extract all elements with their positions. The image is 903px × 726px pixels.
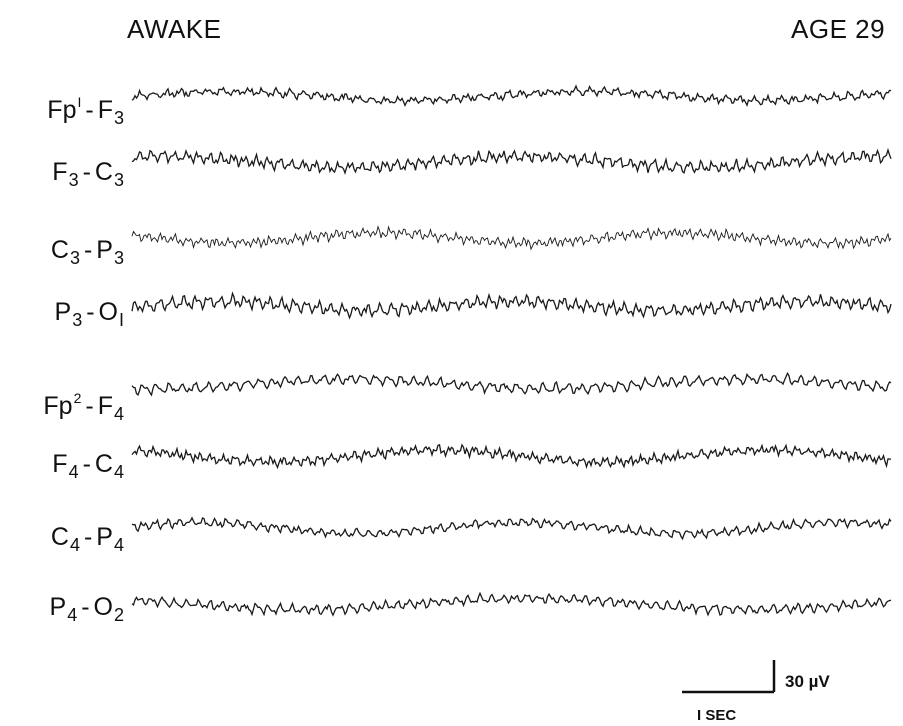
trace-c4-p4 — [131, 516, 892, 541]
channel-label-f4-c4: F4- C4 — [52, 450, 124, 482]
time-calibration-label: I SEC — [697, 707, 737, 724]
amplitude-calibration-label: 30 µV — [785, 672, 830, 691]
trace-p4-o2 — [131, 591, 892, 617]
trace-c3-p3 — [131, 225, 892, 251]
channel-label-fp2-f4: Fp2- F4 — [43, 390, 124, 424]
channel-label-p3-o1: P3- OI — [54, 298, 125, 330]
patient-age-label: AGE 29 — [791, 14, 886, 44]
trace-fp2-f4 — [131, 371, 892, 397]
trace-f4-c4 — [131, 443, 892, 470]
trace-p3-o1 — [131, 291, 892, 320]
trace-f3-c3 — [131, 147, 892, 175]
channel-label-f3-c3: F3- C3 — [52, 158, 124, 190]
recording-state-label: AWAKE — [127, 14, 222, 44]
channel-label-fp1-f3: FpI - F3 — [47, 94, 124, 128]
channel-label-c3-p3: C3- P3 — [50, 236, 124, 268]
channel-label-c4-p4: C4- P4 — [50, 523, 124, 555]
channel-label-p4-o2: P4- O2 — [49, 593, 125, 625]
trace-fp1-f3 — [131, 84, 892, 108]
